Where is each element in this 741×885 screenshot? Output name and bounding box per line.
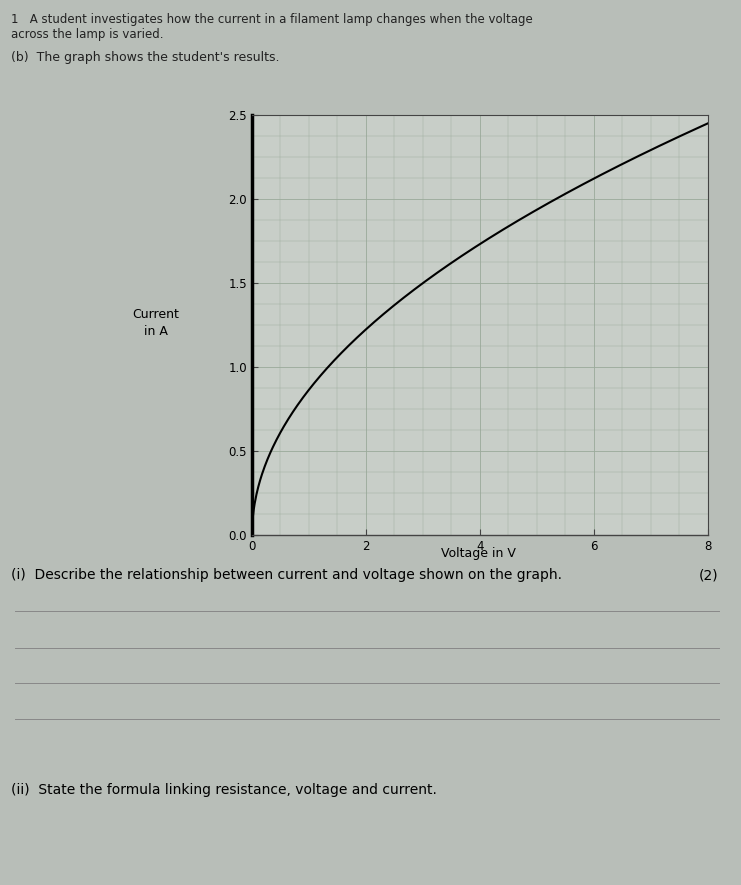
Text: (b)  The graph shows the student's results.: (b) The graph shows the student's result… <box>11 51 279 65</box>
Text: (ii)  State the formula linking resistance, voltage and current.: (ii) State the formula linking resistanc… <box>11 783 437 797</box>
Text: Voltage in V: Voltage in V <box>440 547 516 559</box>
Text: Current: Current <box>132 308 179 320</box>
Text: (2): (2) <box>700 568 719 582</box>
Text: across the lamp is varied.: across the lamp is varied. <box>11 28 164 42</box>
Text: (i)  Describe the relationship between current and voltage shown on the graph.: (i) Describe the relationship between cu… <box>11 568 562 582</box>
Text: in A: in A <box>144 326 167 338</box>
Text: 1   A student investigates how the current in a filament lamp changes when the v: 1 A student investigates how the current… <box>11 13 533 27</box>
